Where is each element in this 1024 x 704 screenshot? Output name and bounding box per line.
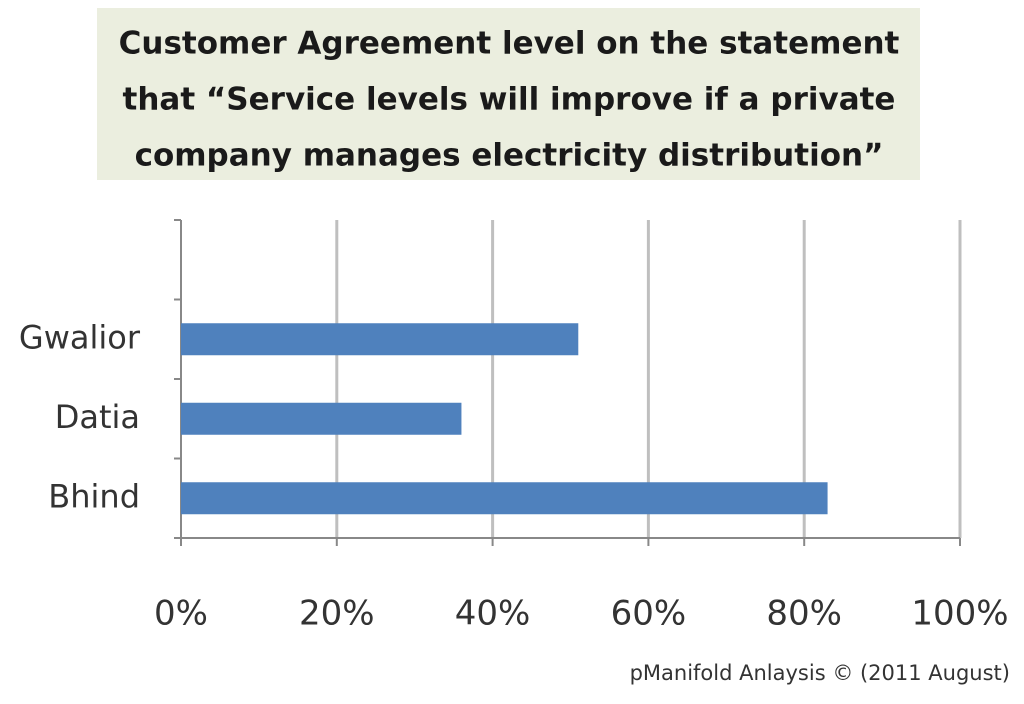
x-tick-label: 100% [911,594,1008,634]
bar [181,323,579,356]
chart-title: Customer Agreement level on the statemen… [119,26,900,62]
x-tick-label: 80% [766,594,842,634]
title-background [97,8,920,180]
y-tick-label: Datia [55,398,140,436]
chart-title: that “Service levels will improve if a p… [123,82,896,118]
footnote: pManifold Anlaysis © (2011 August) [630,661,1010,685]
bar [181,482,828,515]
bar [181,402,462,435]
chart-title: company manages electricity distribution… [135,138,884,174]
y-tick-label: Bhind [48,477,140,515]
y-tick-label: Gwalior [19,318,141,356]
x-tick-label: 0% [154,594,208,634]
x-tick-label: 20% [299,594,375,634]
x-tick-label: 60% [611,594,687,634]
x-tick-label: 40% [455,594,531,634]
